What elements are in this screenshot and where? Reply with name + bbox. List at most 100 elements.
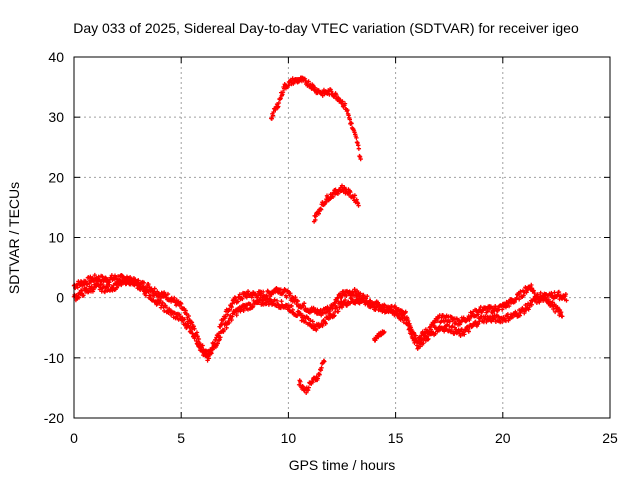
data-point	[151, 293, 157, 298]
data-point	[306, 79, 311, 84]
data-point	[278, 96, 283, 101]
data-point	[165, 291, 171, 297]
data-point	[146, 289, 151, 295]
data-point	[356, 146, 362, 151]
data-point	[218, 335, 223, 340]
data-point	[356, 203, 361, 208]
data-point	[523, 302, 528, 308]
data-point	[309, 86, 314, 91]
data-point	[209, 351, 214, 356]
data-point	[237, 292, 243, 297]
data-point	[450, 323, 455, 329]
data-point	[219, 321, 225, 327]
data-point	[406, 323, 411, 328]
data-point	[354, 135, 359, 141]
x-tick-label: 20	[495, 430, 511, 446]
data-point	[272, 297, 277, 302]
series-short-segment	[371, 329, 387, 343]
data-point	[284, 294, 289, 300]
data-point	[382, 329, 387, 335]
data-point	[342, 101, 348, 106]
data-point	[556, 289, 562, 295]
data-point	[330, 194, 336, 200]
data-point	[306, 385, 311, 390]
data-point	[136, 282, 142, 287]
data-point	[221, 327, 227, 333]
data-point	[196, 336, 202, 342]
data-point	[241, 308, 246, 313]
data-point	[225, 312, 230, 317]
data-point	[516, 297, 522, 302]
data-point	[342, 297, 348, 303]
data-points	[71, 75, 569, 395]
data-point	[476, 312, 481, 317]
data-point	[345, 107, 350, 113]
data-point	[499, 307, 505, 312]
data-point	[308, 318, 313, 323]
data-point	[152, 286, 157, 291]
data-point	[288, 291, 293, 296]
data-point	[447, 319, 453, 324]
data-point	[414, 338, 419, 344]
data-point	[224, 325, 229, 330]
data-point	[303, 390, 309, 395]
plot-frame	[73, 56, 611, 419]
data-point	[358, 291, 363, 296]
data-point	[186, 313, 191, 319]
data-point	[358, 156, 363, 162]
data-point	[485, 309, 490, 314]
data-point	[189, 326, 195, 331]
data-point	[92, 272, 98, 278]
data-point	[323, 321, 328, 326]
data-point	[563, 291, 569, 297]
data-point	[403, 316, 408, 321]
data-point	[435, 318, 440, 324]
data-point	[295, 298, 301, 304]
data-point	[81, 293, 86, 298]
data-point	[316, 211, 322, 216]
data-point	[452, 331, 457, 336]
data-point	[313, 217, 318, 223]
data-point	[226, 320, 232, 326]
data-point	[318, 207, 324, 212]
data-point	[339, 183, 345, 188]
y-tick-label: 40	[48, 49, 64, 65]
data-point	[315, 376, 321, 381]
data-point	[462, 332, 467, 337]
data-point	[88, 274, 93, 280]
data-point	[155, 289, 160, 294]
data-point	[260, 289, 266, 295]
data-point	[403, 309, 408, 315]
data-point	[298, 379, 303, 384]
data-point	[229, 304, 234, 310]
data-point	[161, 308, 167, 314]
data-point	[558, 309, 564, 315]
data-point	[76, 295, 82, 300]
data-point	[163, 304, 169, 310]
data-point	[264, 301, 269, 307]
data-point	[310, 319, 315, 324]
data-point	[537, 300, 542, 305]
data-point	[366, 300, 371, 305]
data-point	[206, 356, 212, 361]
data-point	[295, 313, 300, 318]
data-point	[314, 327, 319, 333]
data-point	[540, 298, 546, 304]
data-point	[269, 116, 275, 121]
data-point	[187, 325, 192, 330]
data-point	[352, 193, 358, 198]
data-point	[529, 302, 535, 307]
data-point	[179, 301, 184, 307]
data-point	[126, 275, 131, 281]
data-point	[182, 317, 187, 322]
data-point	[146, 281, 151, 287]
data-point	[518, 289, 523, 294]
data-point	[347, 117, 352, 122]
data-point	[356, 296, 362, 301]
data-point	[476, 321, 481, 326]
data-point	[521, 293, 526, 298]
data-point	[339, 299, 344, 304]
data-point	[270, 113, 276, 118]
y-tick-label: 30	[48, 109, 64, 125]
